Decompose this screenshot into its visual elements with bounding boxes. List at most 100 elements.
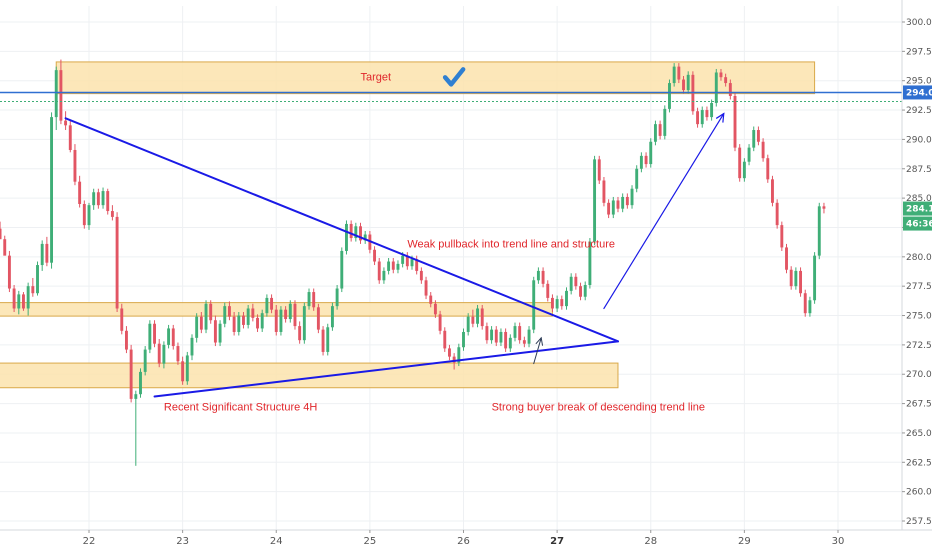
candle-down [574, 273, 578, 290]
candle-up [653, 120, 657, 146]
candle-down [82, 200, 86, 229]
candle-down [756, 126, 760, 146]
candle-down [227, 301, 231, 321]
candle-down [176, 342, 180, 365]
candle-body [143, 349, 147, 372]
candle-up [382, 267, 386, 284]
candle-down [518, 322, 522, 344]
candle-up [635, 165, 639, 193]
time-tick-label: 30 [832, 536, 845, 547]
candle-up [260, 309, 264, 332]
candle-down [448, 344, 451, 361]
candle-up [476, 304, 479, 328]
candle-body [668, 83, 671, 109]
candle-body [766, 158, 770, 180]
candle-up [288, 300, 292, 323]
candle-up [143, 346, 147, 376]
price-tick-label: 265.00 [906, 429, 932, 439]
candle-body [382, 270, 386, 281]
candle-down [73, 144, 77, 186]
candle-up [387, 257, 391, 275]
candle-down [541, 267, 545, 288]
candle-down [775, 199, 779, 229]
candle-body [429, 295, 433, 304]
candle-body [462, 331, 465, 348]
candle-up [218, 320, 222, 347]
candle-down [181, 356, 185, 385]
price-tick-label: 295.00 [906, 77, 932, 87]
candle-body [312, 292, 316, 308]
candle-up [649, 138, 653, 168]
price-tag [903, 216, 932, 231]
candle-up [508, 334, 512, 352]
candle-body [270, 297, 274, 310]
candle-body [330, 306, 334, 328]
candle-down [68, 120, 72, 153]
candle-body [635, 168, 639, 189]
candle-body [59, 70, 63, 121]
lower-support-zone [0, 362, 619, 389]
time-axis[interactable]: 22 23 24 25 26 27 28 29 30 [0, 529, 932, 550]
candle-body [162, 344, 166, 364]
price-axis[interactable]: 300.00 297.50 295.00 292.50 290.00 287.50 285.… [901, 0, 932, 550]
candle-body [686, 74, 690, 91]
candle-body [199, 316, 203, 330]
candle-down [316, 303, 320, 334]
candle-down [232, 312, 236, 336]
candle-down [822, 202, 826, 214]
breakout-arrow-head [535, 336, 544, 346]
time-tick-label: 24 [270, 536, 283, 547]
candle-body [134, 394, 138, 399]
candle-body [87, 205, 91, 226]
candle-body [349, 223, 353, 239]
candle-body [724, 77, 728, 84]
candle-down [64, 111, 68, 131]
candle-up [588, 238, 592, 289]
candle-down [766, 154, 770, 183]
candle-up [167, 324, 171, 349]
price-tick-label: 290.00 [906, 135, 932, 145]
candle-body [696, 111, 700, 125]
candle-down [3, 235, 7, 256]
candle-body [321, 329, 325, 352]
candle-down [349, 220, 353, 242]
candle-down [405, 252, 409, 270]
candle-body [190, 337, 194, 356]
candle-down [799, 267, 803, 297]
candle-body [742, 161, 746, 179]
candle-down [31, 277, 35, 297]
candle-body [307, 292, 311, 307]
candle-body [817, 206, 821, 256]
candle-body [639, 155, 643, 169]
candle-down [522, 336, 526, 348]
candle-body [326, 327, 330, 352]
candle-body [73, 149, 77, 182]
candle-down [419, 267, 423, 284]
candle-body [513, 326, 517, 338]
candle-down [560, 295, 564, 310]
candle-down [433, 300, 437, 318]
candle-up [87, 202, 91, 230]
candle-body [733, 95, 737, 148]
candle-down [0, 221, 2, 240]
candle-up [752, 126, 756, 152]
candle-down [771, 175, 774, 207]
price-tick-label: 272.50 [906, 341, 932, 351]
candle-body [658, 124, 662, 136]
candle-down [251, 303, 255, 322]
candle-body [148, 323, 152, 350]
candle-up [565, 287, 568, 310]
candle-up [583, 281, 587, 301]
candle-body [700, 110, 704, 125]
candle-up [686, 71, 690, 94]
candle-body [64, 120, 68, 126]
candle-down [115, 212, 119, 313]
candle-body [124, 330, 128, 350]
candle-body [583, 285, 587, 297]
candle-down [616, 196, 620, 213]
candle-up [532, 276, 536, 334]
price-tick-label: 287.50 [906, 165, 932, 175]
candle-up [621, 193, 625, 213]
candle-up [330, 302, 334, 331]
candle-body [176, 346, 180, 362]
